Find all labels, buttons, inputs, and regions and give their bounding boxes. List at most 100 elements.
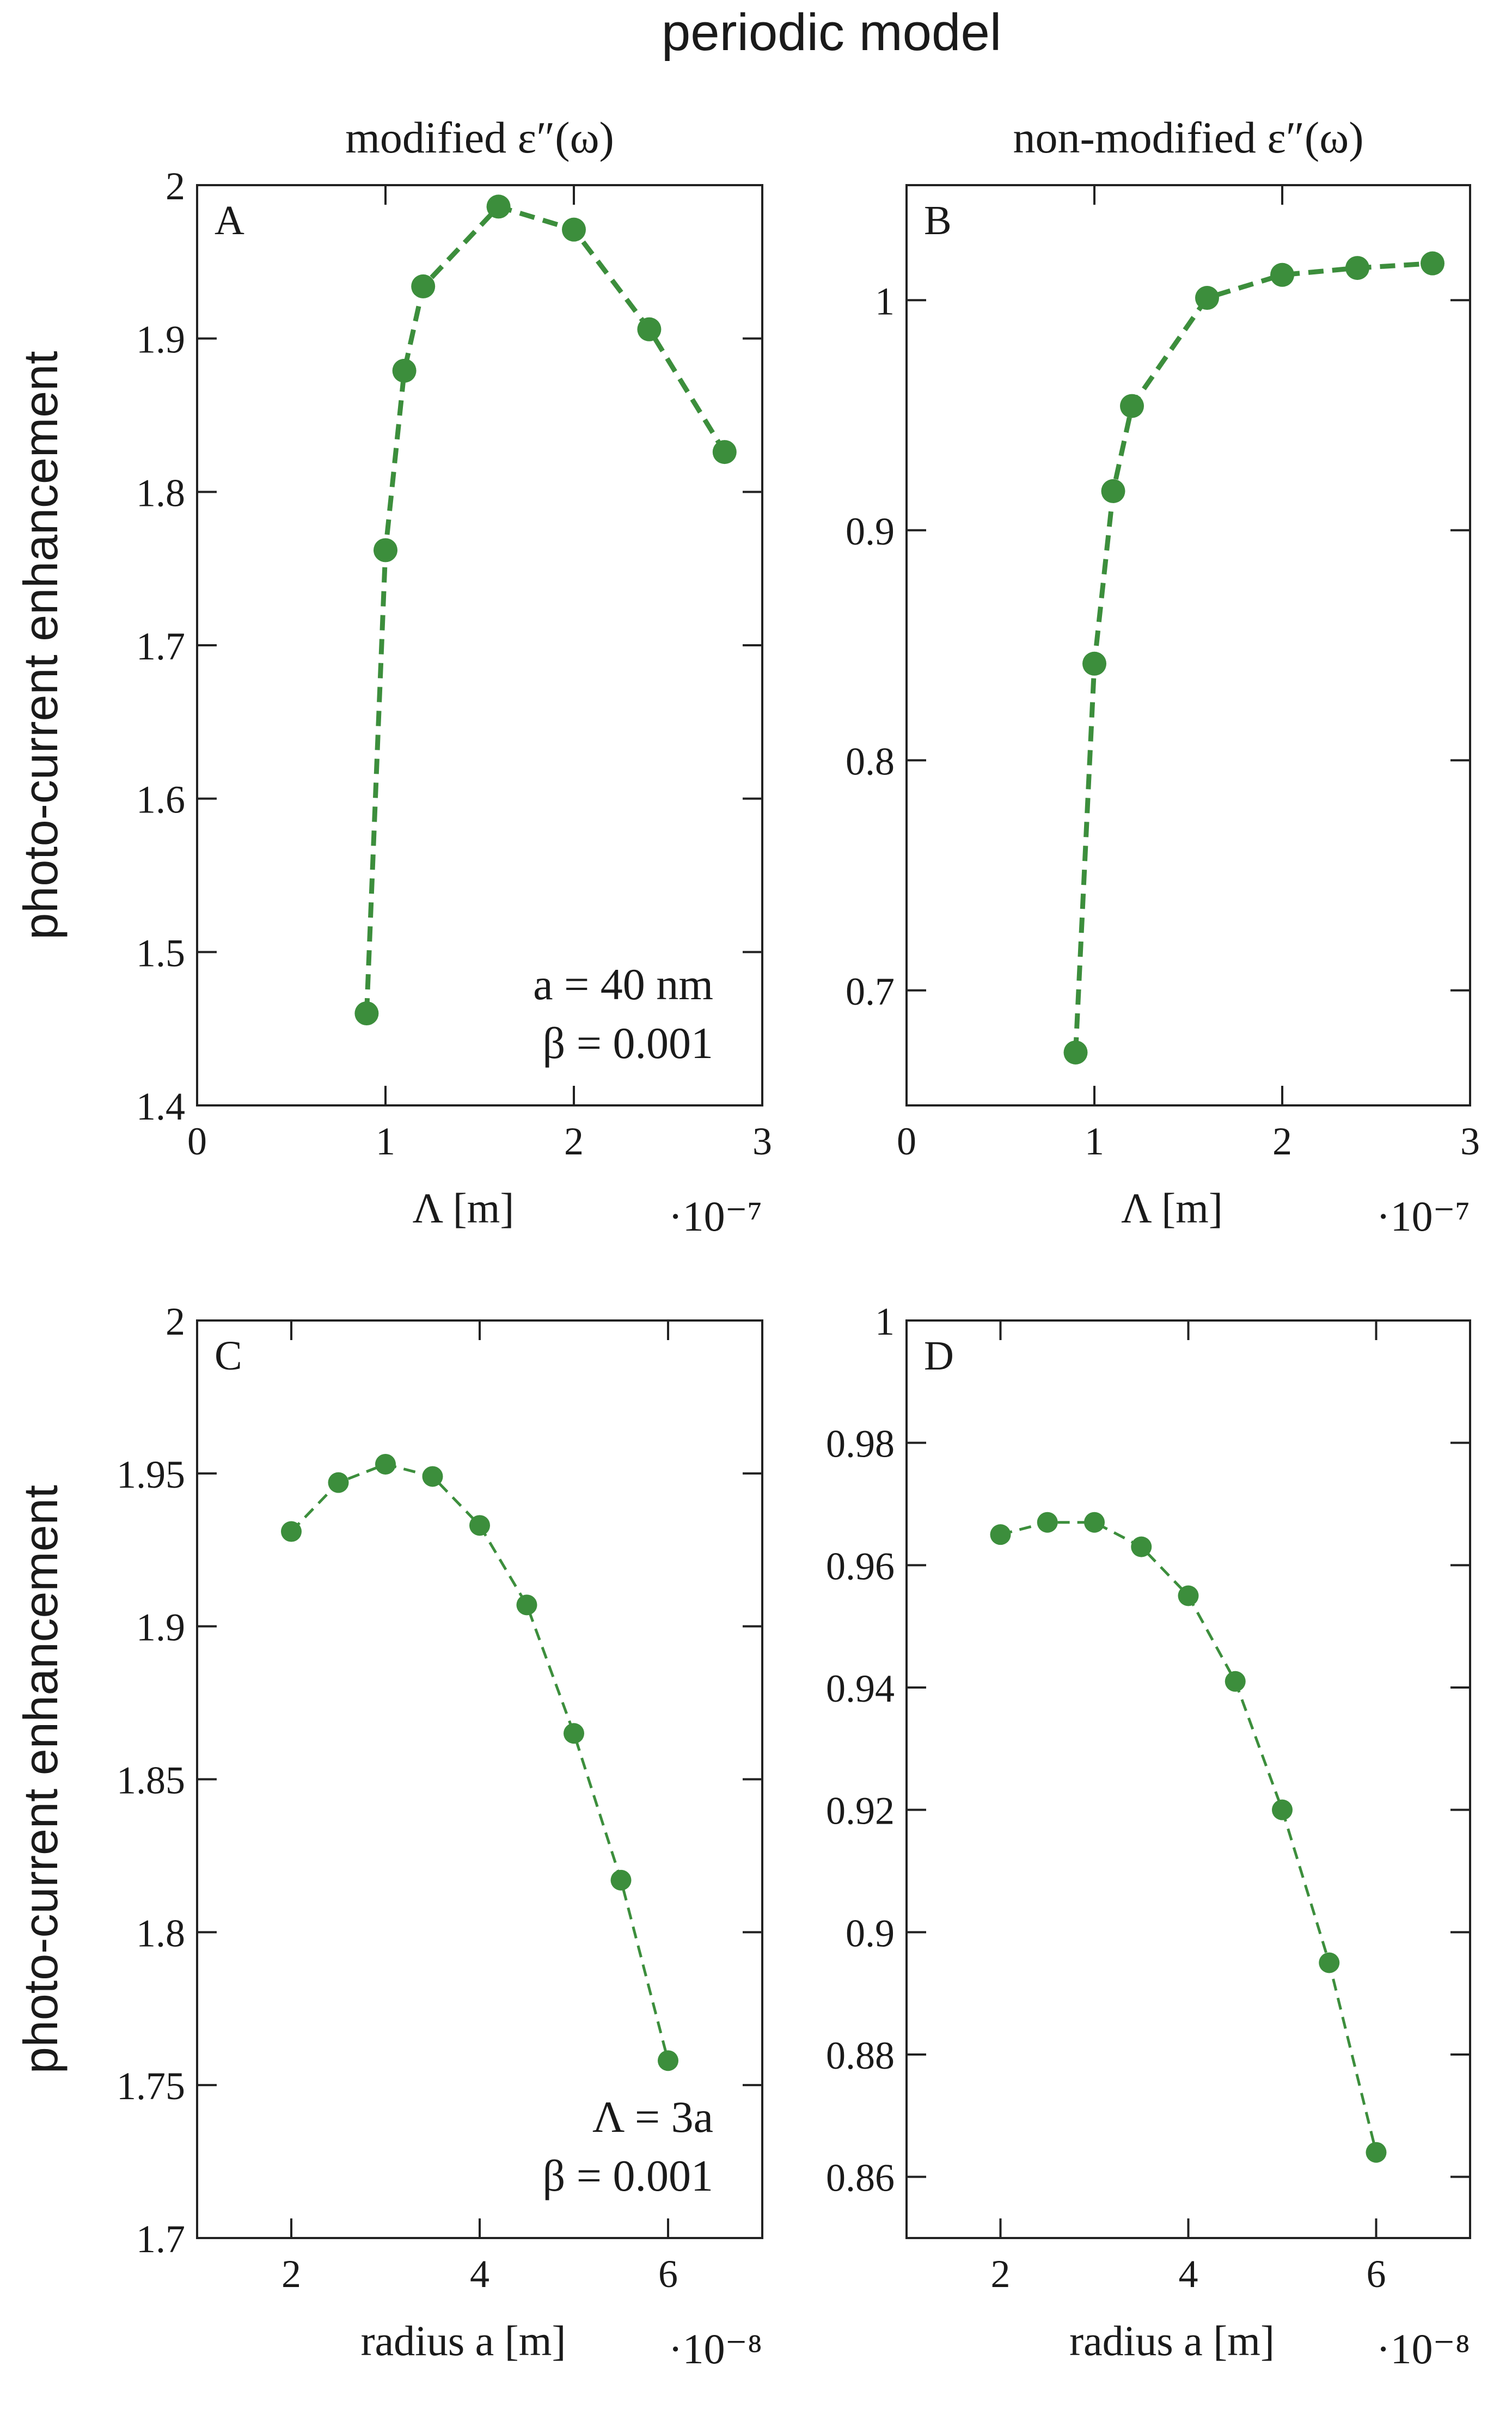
- panel-d-ytick-label: 1: [875, 1300, 895, 1343]
- panel-c-data-point: [422, 1466, 443, 1487]
- panel-a-ytick-label: 1.5: [136, 931, 185, 975]
- panel-a-ytick-label: 1.4: [136, 1085, 185, 1128]
- panel-d-ytick-label: 0.9: [846, 1911, 895, 1955]
- panel-d-xtick-label: 6: [1367, 2252, 1386, 2296]
- panel-a-data-point: [392, 358, 417, 383]
- panel-c-x-multiplier: ·10⁻⁸: [669, 2325, 762, 2373]
- panel-c-ytick-label: 1.85: [117, 1759, 185, 1802]
- panel-c-ytick-label: 1.95: [117, 1453, 185, 1496]
- panel-b-xlabel: Λ [m]: [1121, 1184, 1223, 1232]
- panel-a-ytick-label: 1.8: [136, 471, 185, 515]
- panel-d-data-point: [1272, 1799, 1293, 1820]
- panel-a-annotation-line: β = 0.001: [543, 1018, 713, 1068]
- figure-title: periodic model: [662, 3, 1001, 62]
- panel-c-xlabel: radius a [m]: [361, 2317, 566, 2364]
- panel-b-data-point: [1345, 256, 1369, 280]
- panel-d-data-point: [1037, 1512, 1058, 1533]
- panel-d-ytick-label: 0.92: [826, 1789, 895, 1833]
- panel-a-title: modified ε″(ω): [345, 113, 614, 162]
- panel-c-ytick-label: 1.75: [117, 2064, 185, 2108]
- panel-d-ytick-label: 0.98: [826, 1422, 895, 1466]
- panel-b-ytick-label: 0.8: [846, 739, 895, 783]
- panel-a-xtick-label: 2: [564, 1120, 584, 1163]
- panel-c-data-point: [328, 1472, 349, 1493]
- panel-c-data-point: [658, 2050, 678, 2071]
- panel-c-annotation-line: β = 0.001: [543, 2151, 713, 2200]
- panel-b-data-point: [1120, 394, 1144, 418]
- panel-b-data-point: [1101, 479, 1125, 503]
- panel-b-data-point: [1421, 251, 1444, 276]
- panel-b-ytick-label: 0.7: [846, 970, 895, 1013]
- panel-c-xtick-label: 6: [658, 2252, 678, 2296]
- panel-d-data-point: [1084, 1512, 1105, 1533]
- panel-a-data-point: [354, 1001, 379, 1025]
- panel-c-data-point: [564, 1723, 584, 1744]
- panel-d-x-multiplier: ·10⁻⁸: [1376, 2325, 1470, 2373]
- panel-a-data-point: [486, 194, 511, 219]
- panel-d-letter: D: [924, 1333, 954, 1379]
- panel-a-xtick-label: 1: [376, 1120, 395, 1163]
- panel-b-data-point: [1063, 1040, 1088, 1065]
- panel-c-ytick-label: 1.9: [136, 1606, 185, 1649]
- panel-a-annotation-line: a = 40 nm: [533, 959, 713, 1009]
- panel-d-xtick-label: 2: [991, 2252, 1011, 2296]
- panel-a-ytick-label: 1.7: [136, 625, 185, 668]
- panel-a-ytick-label: 1.6: [136, 778, 185, 822]
- panel-d-xlabel: radius a [m]: [1069, 2317, 1275, 2364]
- panel-a-ylabel: photo-current enhancement: [14, 351, 68, 939]
- panel-c-data-point: [375, 1453, 396, 1475]
- panel-c-annotation-line: Λ = 3a: [592, 2092, 713, 2142]
- panel-d-xtick-label: 4: [1179, 2252, 1198, 2296]
- panel-a-letter: A: [215, 198, 244, 243]
- panel-a-ytick-label: 1.9: [136, 318, 185, 362]
- panel-b-data-point: [1270, 262, 1294, 287]
- panel-d-data-point: [1319, 1952, 1340, 1973]
- panel-c: C 1.7 1.75 1.8 1.85 1.9 1.95 2 2 4 6 radius a [m] ·1…: [14, 1300, 763, 2373]
- panel-b-data-point: [1082, 651, 1106, 676]
- panel-b-ytick-label: 0.9: [846, 510, 895, 553]
- panel-b-xtick-label: 3: [1460, 1120, 1480, 1163]
- panel-d-ytick-label: 0.86: [826, 2156, 895, 2200]
- panel-b-frame: [905, 184, 1471, 1106]
- panel-a-x-multiplier: ·10⁻⁷: [669, 1193, 762, 1240]
- panel-c-ytick-label: 1.8: [136, 1911, 185, 1955]
- panel-d-data-point: [1178, 1585, 1199, 1606]
- panel-b-x-multiplier: ·10⁻⁷: [1376, 1193, 1470, 1240]
- panel-d: D 0.86 0.88 0.9 0.92 0.94 0.96 0.98 1 2 4 6 radius a…: [826, 1300, 1471, 2373]
- panel-b-letter: B: [924, 198, 952, 243]
- panel-b-series-line: [1073, 261, 1433, 1053]
- panel-b-xtick-label: 2: [1272, 1120, 1292, 1163]
- panel-c-xtick-label: 4: [470, 2252, 489, 2296]
- panel-a-ytick-label: 2: [166, 164, 185, 208]
- panel-c-xtick-label: 2: [281, 2252, 301, 2296]
- panel-d-data-point: [1225, 1671, 1246, 1692]
- panel-b-xtick-label: 1: [1085, 1120, 1104, 1163]
- panel-a-data-point: [411, 274, 436, 298]
- panel-b-ytick-label: 1: [875, 279, 895, 323]
- panel-d-ytick-label: 0.94: [826, 1667, 895, 1710]
- panel-c-data-point: [610, 1869, 632, 1891]
- panel-d-data-point: [990, 1524, 1011, 1545]
- panel-a-data-point: [562, 217, 586, 242]
- panel-b-data-point: [1195, 286, 1219, 310]
- panel-c-ytick-label: 2: [166, 1300, 185, 1343]
- panel-c-data-point: [281, 1521, 302, 1542]
- panel-a-xtick-label: 0: [187, 1120, 207, 1163]
- panel-c-ylabel: photo-current enhancement: [14, 1485, 68, 2074]
- panel-c-data-point: [516, 1594, 537, 1616]
- panel-d-data-point: [1131, 1536, 1152, 1557]
- panel-c-ytick-label: 1.7: [136, 2217, 185, 2261]
- panel-a-xtick-label: 3: [752, 1120, 772, 1163]
- panel-a-data-point: [374, 538, 397, 563]
- panel-b-title: non-modified ε″(ω): [1013, 113, 1363, 162]
- panel-c-series-line: [290, 1463, 670, 2061]
- panel-d-ytick-label: 0.88: [826, 2034, 895, 2077]
- panel-d-ytick-label: 0.96: [826, 1544, 895, 1588]
- panel-a-data-point: [637, 317, 662, 341]
- panel-c-data-point: [469, 1515, 490, 1536]
- panel-b-xtick-label: 0: [897, 1120, 916, 1163]
